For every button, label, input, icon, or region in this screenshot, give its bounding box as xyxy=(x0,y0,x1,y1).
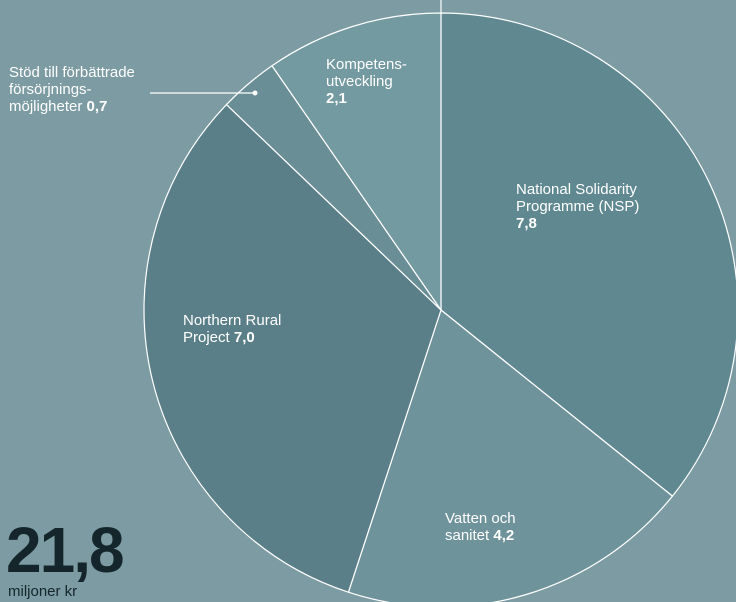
slice-label: National Solidarity Programme (NSP) 7,8 xyxy=(516,181,639,232)
category-name: Vatten och sanitet xyxy=(445,510,516,544)
leader-dot xyxy=(252,90,258,96)
pie-slice xyxy=(143,103,442,593)
category-name: Kompetens- utveckling xyxy=(326,56,407,90)
slice-label: Stöd till förbättrade försörjnings- möjl… xyxy=(9,64,135,115)
value-label: 7,0 xyxy=(233,329,255,346)
slice-label: Kompetens- utveckling 2,1 xyxy=(326,56,407,107)
category-name: Northern Rural Project xyxy=(183,312,282,346)
pie-slice xyxy=(347,308,674,602)
value-label: 0,7 xyxy=(86,98,108,115)
total: 21,8 xyxy=(6,514,125,586)
pie-slice xyxy=(440,12,736,497)
value-label: 4,2 xyxy=(493,527,515,544)
category-name: Stöd till förbättrade försörjnings- möjl… xyxy=(9,64,135,115)
total-unit: miljoner kr xyxy=(8,583,78,600)
slice-label: Northern Rural Project 7,0 xyxy=(183,312,281,346)
pie-slice xyxy=(271,12,442,312)
category-name: National Solidarity Programme (NSP) xyxy=(516,181,640,215)
value-label: 7,8 xyxy=(516,215,537,232)
value-label: 2,1 xyxy=(326,90,347,107)
slice-label: Vatten och sanitet 4,2 xyxy=(445,510,516,544)
